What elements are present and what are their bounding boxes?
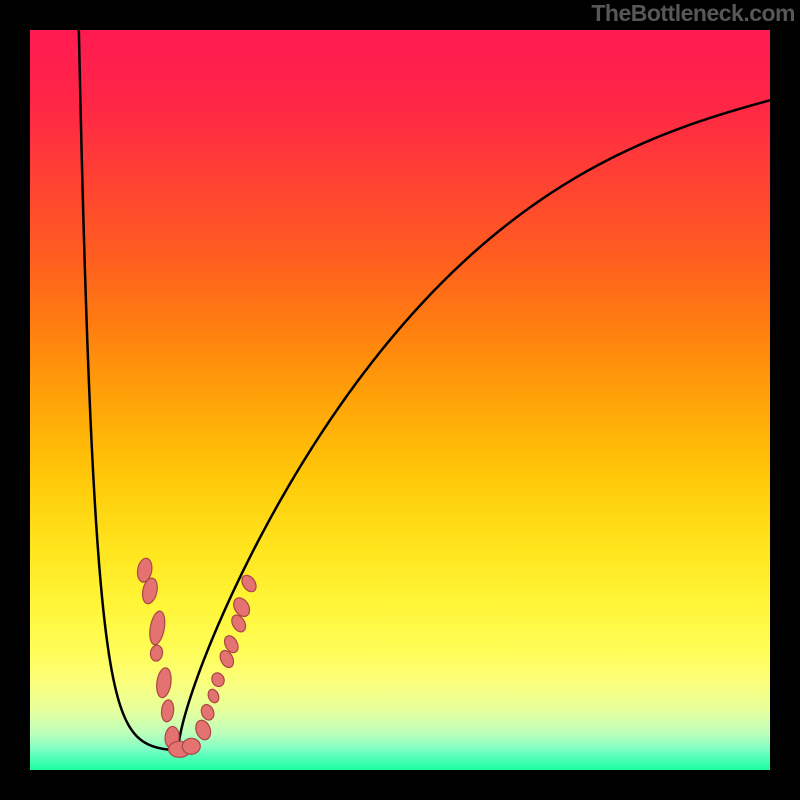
chart-plot-area [30,30,770,770]
attribution-watermark: TheBottleneck.com [591,0,795,27]
chart-outer-border: TheBottleneck.com [0,0,800,800]
data-point-marker [182,738,201,755]
chart-background-gradient [30,30,770,770]
